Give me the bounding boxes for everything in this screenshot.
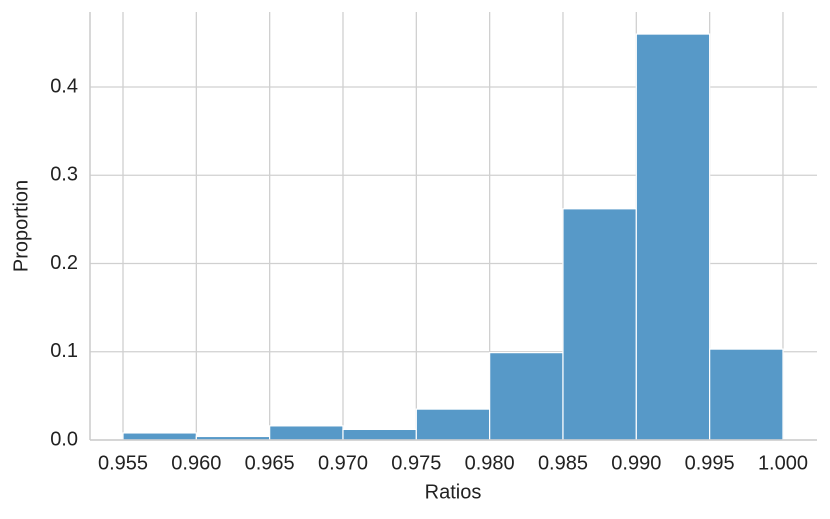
bar (342, 428, 417, 441)
y-axis-label: Proportion (10, 180, 32, 272)
y-tick-label: 0.1 (50, 340, 78, 362)
bar (709, 348, 784, 441)
x-tick-label: 0.970 (318, 452, 368, 474)
x-tick-label: 0.955 (98, 452, 148, 474)
bar (489, 352, 564, 441)
bar (562, 208, 637, 441)
x-tick-label: 1.000 (758, 452, 808, 474)
x-axis-label: Ratios (425, 481, 482, 503)
bar (269, 425, 344, 441)
x-tick-label: 0.975 (391, 452, 441, 474)
x-tick-label: 0.985 (538, 452, 588, 474)
x-tick-label: 0.980 (465, 452, 515, 474)
bar (415, 408, 491, 441)
y-tick-label: 0.3 (50, 164, 78, 186)
y-tick-label: 0.4 (50, 75, 78, 97)
bar (635, 33, 711, 441)
bar (122, 432, 197, 441)
y-tick-label: 0.0 (50, 428, 78, 450)
x-tick-label: 0.995 (685, 452, 735, 474)
x-tick-label: 0.960 (171, 452, 221, 474)
x-tick-label: 0.990 (611, 452, 661, 474)
x-tick-label: 0.965 (245, 452, 295, 474)
y-tick-label: 0.2 (50, 252, 78, 274)
